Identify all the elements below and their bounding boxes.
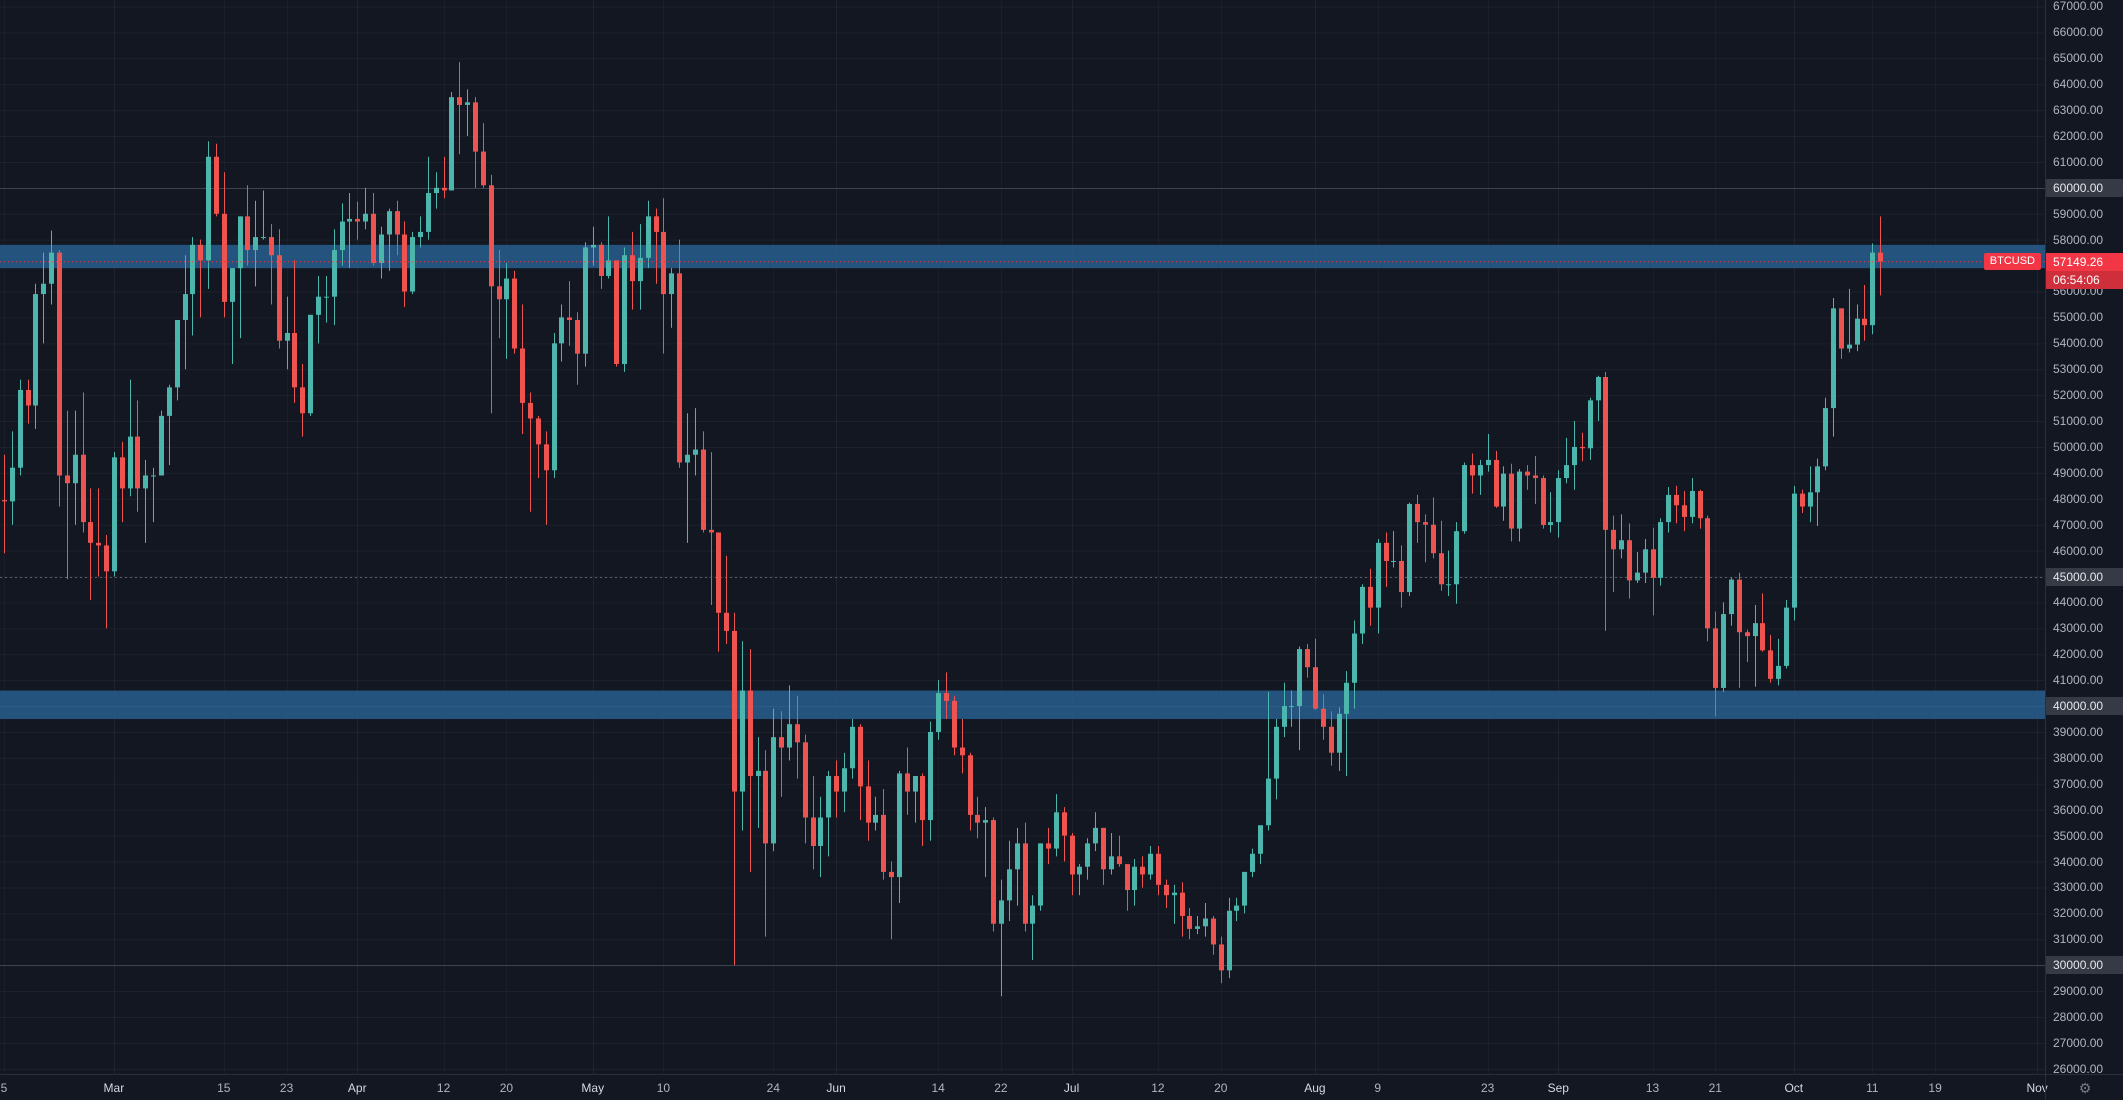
symbol-price-tag: BTCUSD bbox=[1983, 252, 2041, 270]
settings-icon[interactable]: ⚙ bbox=[2078, 1079, 2092, 1096]
time-tick-label: 11 bbox=[1866, 1081, 1879, 1095]
price-tick-label: 52000.00 bbox=[2053, 388, 2104, 403]
price-tick-label: 28000.00 bbox=[2053, 1009, 2104, 1024]
time-tick-label: Apr bbox=[347, 1081, 367, 1095]
price-tick-label: 51000.00 bbox=[2053, 414, 2104, 429]
time-tick-label: Jun bbox=[826, 1081, 846, 1095]
price-tick-label: 53000.00 bbox=[2053, 362, 2104, 377]
price-tick-label: 29000.00 bbox=[2053, 984, 2104, 999]
price-line-badge: 30000.00 bbox=[2046, 956, 2123, 975]
price-tick-label: 58000.00 bbox=[2053, 232, 2104, 247]
time-tick-label: 19 bbox=[1928, 1081, 1942, 1095]
time-tick-label: Aug bbox=[1304, 1081, 1326, 1095]
price-tick-label: 61000.00 bbox=[2053, 154, 2104, 169]
price-tick-label: 46000.00 bbox=[2053, 543, 2104, 558]
candles-group bbox=[2, 62, 1883, 997]
time-tick-label: 15 bbox=[217, 1081, 231, 1095]
price-tick-label: 43000.00 bbox=[2053, 621, 2104, 636]
price-axis[interactable]: 57149.26 06:54:06 26000.00 27000.00 28000.… bbox=[2045, 0, 2123, 1076]
time-tick-label: 14 bbox=[931, 1081, 945, 1095]
zones bbox=[0, 244, 2045, 720]
candle-countdown-badge: 06:54:06 bbox=[2046, 270, 2123, 289]
price-tick-label: 59000.00 bbox=[2053, 206, 2104, 221]
time-tick-label: 9 bbox=[1374, 1081, 1382, 1095]
price-tick-label: 35000.00 bbox=[2053, 828, 2104, 843]
price-tick-label: 34000.00 bbox=[2053, 854, 2104, 869]
price-tick-label: 48000.00 bbox=[2053, 491, 2104, 506]
price-tick-label: 38000.00 bbox=[2053, 750, 2104, 765]
price-line-badge: 45000.00 bbox=[2046, 567, 2123, 586]
time-tick-label: 12 bbox=[1151, 1081, 1165, 1095]
time-tick-label: 20 bbox=[499, 1081, 514, 1095]
price-tick-label: 64000.00 bbox=[2053, 77, 2104, 92]
time-tick-label: 20 bbox=[1214, 1081, 1228, 1095]
price-tick-label: 37000.00 bbox=[2053, 776, 2104, 791]
time-tick-label: 24 bbox=[766, 1081, 780, 1095]
price-tick-label: 47000.00 bbox=[2053, 517, 2104, 532]
time-tick-label: 21 bbox=[1708, 1081, 1722, 1095]
price-tick-label: 42000.00 bbox=[2053, 647, 2104, 662]
price-tick-label: 41000.00 bbox=[2053, 673, 2104, 688]
time-tick-label: May bbox=[581, 1081, 605, 1095]
price-tick-label: 36000.00 bbox=[2053, 802, 2104, 817]
price-tick-label: 26000.00 bbox=[2053, 1061, 2104, 1076]
price-tick-label: 32000.00 bbox=[2053, 906, 2104, 921]
candlestick-chart[interactable] bbox=[0, 0, 2045, 1074]
price-tick-label: 65000.00 bbox=[2053, 51, 2104, 66]
price-tick-label: 63000.00 bbox=[2053, 103, 2104, 118]
price-line-badge: 40000.00 bbox=[2046, 697, 2123, 716]
time-tick-label: Mar bbox=[103, 1081, 125, 1095]
price-tick-label: 49000.00 bbox=[2053, 465, 2104, 480]
last-price-badge: 57149.26 bbox=[2046, 252, 2123, 271]
time-axis[interactable]: 5 Mar 15 23 Apr 12 20 May 10 24 Jun 14 22 Jul 12 20 Aug 9… bbox=[0, 1074, 2048, 1100]
grid-lines bbox=[0, 0, 2045, 1074]
price-tick-label: 27000.00 bbox=[2053, 1035, 2104, 1050]
time-tick-label: 10 bbox=[656, 1081, 671, 1095]
chart-plot-area[interactable]: BTCUSD bbox=[0, 0, 2045, 1074]
price-line-badge: 60000.00 bbox=[2046, 178, 2123, 197]
time-tick-label: Jul bbox=[1063, 1081, 1080, 1095]
time-tick-label: Sep bbox=[1547, 1081, 1569, 1095]
time-tick-label: 23 bbox=[279, 1081, 294, 1095]
time-tick-label: 12 bbox=[436, 1081, 451, 1095]
axis-corner[interactable]: ⚙ bbox=[2045, 1074, 2123, 1100]
time-tick-label: 22 bbox=[994, 1081, 1008, 1095]
time-tick-label: 13 bbox=[1645, 1081, 1660, 1095]
demand-zone[interactable] bbox=[0, 690, 2045, 720]
price-tick-label: 54000.00 bbox=[2053, 336, 2104, 351]
price-tick-label: 66000.00 bbox=[2053, 25, 2104, 40]
time-tick-label: 5 bbox=[0, 1081, 8, 1095]
price-tick-label: 44000.00 bbox=[2053, 595, 2104, 610]
price-tick-label: 67000.00 bbox=[2053, 0, 2104, 14]
price-tick-label: 31000.00 bbox=[2053, 932, 2104, 947]
time-tick-label: Nov bbox=[2026, 1081, 2048, 1095]
price-tick-label: 33000.00 bbox=[2053, 880, 2104, 895]
price-tick-label: 55000.00 bbox=[2053, 310, 2104, 325]
price-tick-label: 50000.00 bbox=[2053, 439, 2104, 454]
time-tick-label: 23 bbox=[1480, 1081, 1495, 1095]
supply-zone[interactable] bbox=[0, 244, 2045, 269]
price-tick-label: 62000.00 bbox=[2053, 129, 2104, 144]
price-tick-label: 39000.00 bbox=[2053, 724, 2104, 739]
time-tick-label: Oct bbox=[1784, 1081, 1804, 1095]
